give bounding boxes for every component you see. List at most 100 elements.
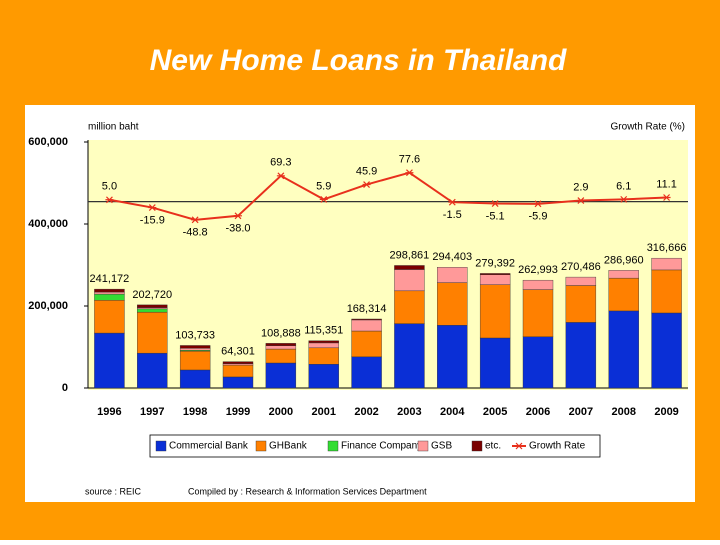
total-label: 64,301 — [221, 346, 255, 358]
bar-segment — [308, 342, 339, 349]
bar-segment — [437, 282, 468, 326]
slide-title: New Home Loans in Thailand — [150, 44, 567, 77]
growth-marker — [491, 200, 500, 207]
total-label: 298,861 — [390, 249, 430, 261]
legend-label: Commercial Bank — [169, 441, 249, 452]
total-label: 262,993 — [518, 264, 558, 276]
growth-label: 69.3 — [270, 157, 291, 169]
bar-segment — [479, 284, 511, 339]
growth-label: -1.5 — [443, 209, 462, 221]
total-label: 108,888 — [261, 327, 301, 339]
total-label: 241,172 — [90, 273, 130, 285]
growth-marker — [405, 169, 414, 177]
bar-segment — [351, 330, 382, 358]
bar-segment — [94, 293, 125, 301]
growth-label: -5.1 — [486, 210, 505, 222]
legend-swatch — [417, 440, 429, 452]
growth-marker — [619, 195, 628, 203]
bar-segment — [437, 267, 468, 283]
compiled-note: Compiled by : Research & Information Ser… — [188, 486, 427, 496]
bar-segment — [522, 279, 554, 290]
bar-segment — [479, 337, 511, 389]
legend-label: GHBank — [269, 441, 308, 452]
growth-label: -15.9 — [140, 214, 165, 226]
total-label: 202,720 — [132, 289, 172, 301]
bar-segment — [394, 323, 425, 389]
x-tick-label: 2003 — [397, 406, 421, 418]
legend-label: etc. — [485, 441, 501, 452]
growth-marker — [662, 194, 671, 201]
growth-marker — [576, 197, 585, 204]
y2-axis-label: Growth Rate (%) — [611, 122, 685, 133]
growth-marker — [191, 216, 200, 224]
growth-marker — [105, 196, 114, 204]
bar-segment — [394, 269, 425, 292]
growth-label: 5.9 — [316, 180, 331, 192]
total-label: 279,392 — [475, 257, 515, 269]
bar-segment — [94, 300, 125, 334]
bar-segment — [179, 369, 211, 389]
bar-segment — [265, 362, 297, 389]
bar-segment — [94, 288, 125, 293]
source-note: source : REIC — [85, 486, 142, 496]
x-tick-label: 2006 — [526, 406, 550, 418]
bar-segment — [608, 270, 639, 279]
x-tick-label: 2004 — [440, 406, 465, 418]
bar-segment — [565, 285, 597, 323]
bar-segment — [222, 361, 254, 365]
bar-segment — [522, 336, 554, 389]
bar-segment — [437, 325, 468, 389]
growth-marker — [362, 181, 371, 188]
bar-segment — [94, 291, 125, 295]
bar-segment — [351, 318, 382, 321]
bar-segment — [308, 364, 339, 389]
y-tick-label: 200,000 — [28, 300, 68, 312]
bar-segment — [137, 308, 168, 313]
bar-segment — [222, 364, 254, 378]
bar-segment — [179, 345, 211, 349]
total-label: 294,403 — [432, 251, 472, 263]
x-tick-label: 2000 — [269, 406, 293, 418]
bar-segment — [94, 332, 125, 389]
bar-segment — [651, 312, 682, 389]
bar-segment — [394, 290, 425, 324]
growth-label: 45.9 — [356, 165, 377, 177]
bar-segment — [308, 340, 339, 344]
y-tick-label: 400,000 — [28, 218, 68, 230]
bar-segment — [479, 274, 511, 285]
growth-line — [109, 171, 667, 221]
bar-segment — [351, 319, 382, 332]
growth-marker — [448, 198, 457, 206]
growth-label: -38.0 — [225, 223, 250, 235]
growth-label: -48.8 — [183, 227, 208, 239]
bar-segment — [351, 356, 382, 389]
growth-marker — [148, 204, 157, 211]
bar-segment — [479, 273, 511, 275]
legend-swatch — [255, 440, 267, 452]
bar-segment — [137, 304, 168, 308]
growth-label: 11.1 — [656, 178, 677, 190]
legend-label: GSB — [431, 441, 452, 452]
total-label: 270,486 — [561, 261, 601, 273]
total-label: 103,733 — [175, 329, 215, 341]
bar-segment — [608, 310, 639, 389]
bar-segment — [608, 277, 639, 312]
y-tick-label: 0 — [62, 382, 68, 394]
bar-segment — [308, 347, 339, 365]
growth-label: 2.9 — [573, 181, 588, 193]
total-label: 286,960 — [604, 254, 644, 266]
growth-label: 77.6 — [399, 154, 420, 166]
legend-swatch — [327, 440, 339, 452]
legend-label: Growth Rate — [529, 441, 586, 452]
bar-segment — [265, 348, 297, 364]
y-tick-label: 600,000 — [28, 136, 68, 148]
legend-swatch — [155, 440, 167, 452]
growth-marker — [276, 172, 285, 180]
bar-segment — [137, 311, 168, 354]
bar-segment — [179, 350, 211, 371]
bar-segment — [651, 257, 682, 271]
growth-label: -5.9 — [529, 211, 548, 223]
x-tick-label: 1996 — [97, 406, 121, 418]
x-tick-label: 2001 — [311, 406, 335, 418]
